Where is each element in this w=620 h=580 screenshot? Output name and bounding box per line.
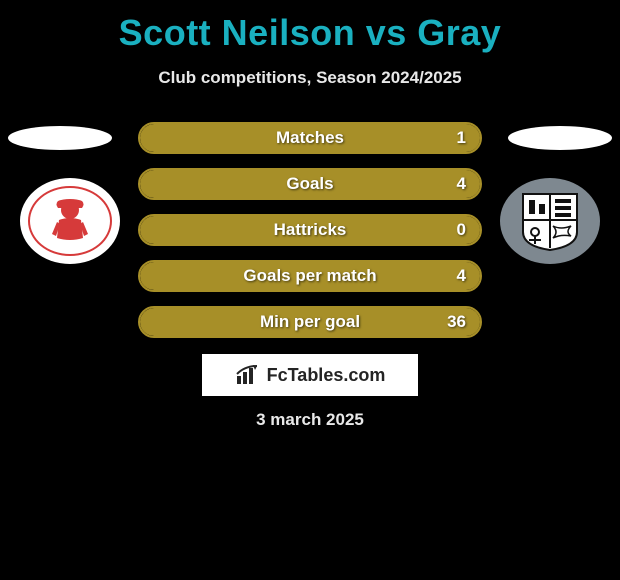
stat-value: 1: [457, 124, 466, 152]
stat-row-goals-per-match: Goals per match 4: [138, 260, 482, 292]
stat-row-hattricks: Hattricks 0: [138, 214, 482, 246]
stat-label: Matches: [140, 124, 480, 152]
stat-label: Goals: [140, 170, 480, 198]
tudor-figure-icon: [43, 194, 97, 248]
player-marker-right: [508, 126, 612, 150]
subtitle: Club competitions, Season 2024/2025: [0, 68, 620, 88]
opponent-crest: [500, 178, 600, 264]
date-text: 3 march 2025: [0, 410, 620, 430]
stat-label: Goals per match: [140, 262, 480, 290]
branding-badge: FcTables.com: [202, 354, 418, 396]
stats-container: Matches 1 Goals 4 Hattricks 0 Goals per …: [138, 122, 482, 352]
stat-value: 4: [457, 262, 466, 290]
stat-row-goals: Goals 4: [138, 168, 482, 200]
hemel-hempstead-crest: [20, 178, 120, 264]
stat-row-min-per-goal: Min per goal 36: [138, 306, 482, 338]
stat-value: 36: [447, 308, 466, 336]
page-title: Scott Neilson vs Gray: [0, 0, 620, 54]
stat-label: Hattricks: [140, 216, 480, 244]
stat-value: 4: [457, 170, 466, 198]
stat-label: Min per goal: [140, 308, 480, 336]
brand-text: FcTables.com: [267, 365, 386, 386]
bar-chart-icon: [235, 364, 261, 386]
stat-value: 0: [457, 216, 466, 244]
stat-row-matches: Matches 1: [138, 122, 482, 154]
player-marker-left: [8, 126, 112, 150]
